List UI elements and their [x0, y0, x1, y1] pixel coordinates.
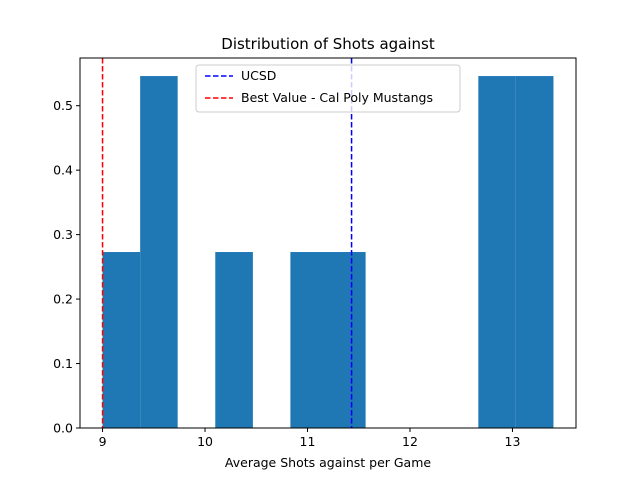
y-tick-label: 0.0 — [53, 421, 73, 436]
histogram-bar — [328, 252, 366, 428]
histogram-bars — [102, 76, 554, 429]
x-tick-label: 12 — [402, 434, 418, 449]
y-tick-label: 0.2 — [53, 292, 73, 307]
y-tick-label: 0.3 — [53, 227, 73, 242]
legend: UCSD Best Value - Cal Poly Mustangs — [195, 64, 461, 113]
x-axis-ticks: 9 10 11 12 13 — [99, 428, 521, 449]
reference-lines — [101, 58, 353, 428]
histogram-bar — [515, 76, 554, 429]
x-tick-label: 11 — [300, 434, 316, 449]
histogram-bar — [290, 252, 328, 428]
legend-label-best-value: Best Value - Cal Poly Mustangs — [241, 90, 433, 105]
histogram-bar — [102, 252, 141, 428]
legend-box — [195, 64, 461, 113]
legend-label-ucsd: UCSD — [241, 68, 276, 83]
x-tick-label: 13 — [505, 434, 521, 449]
x-tick-label: 10 — [197, 434, 213, 449]
histogram-bar — [215, 252, 253, 428]
y-tick-label: 0.5 — [53, 98, 73, 113]
chart-title: Distribution of Shots against — [221, 35, 435, 53]
y-axis-ticks: 0.0 0.1 0.2 0.3 0.4 0.5 — [53, 98, 80, 436]
histogram-bar — [140, 76, 178, 429]
x-tick-label: 9 — [99, 434, 107, 449]
x-axis-label: Average Shots against per Game — [225, 455, 431, 470]
y-tick-label: 0.1 — [53, 356, 73, 371]
histogram-bar — [478, 76, 516, 429]
y-tick-label: 0.4 — [53, 163, 73, 178]
plot-frame — [79, 57, 577, 429]
